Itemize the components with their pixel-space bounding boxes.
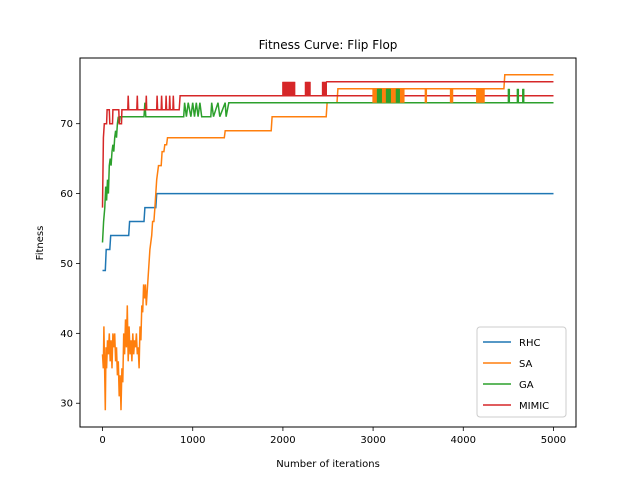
legend-label-ga: GA — [519, 380, 534, 391]
x-tick-label: 5000 — [541, 435, 566, 446]
legend-label-rhc: RHC — [519, 338, 540, 349]
series-line-sa — [101, 74, 554, 411]
y-tick-label: 50 — [60, 259, 73, 270]
x-tick-label: 0 — [99, 435, 105, 446]
axes-frame — [79, 57, 577, 428]
fluctuation-ga-2 — [376, 88, 525, 103]
legend: RHC SA GA MIMIC — [476, 326, 567, 418]
x-tick-label: 1000 — [180, 435, 205, 446]
y-tick-label: 60 — [60, 189, 73, 200]
y-tick-label: 40 — [60, 329, 73, 340]
plot-area — [79, 57, 577, 428]
y-tick-label: 30 — [60, 399, 73, 410]
y-axis: 30 40 50 60 70 — [60, 119, 80, 410]
x-tick-label: 2000 — [270, 435, 295, 446]
series-line-rhc — [102, 192, 554, 272]
legend-label-mimic: MIMIC — [519, 401, 549, 412]
x-tick-label: 4000 — [451, 435, 476, 446]
series-layer — [101, 74, 554, 411]
x-axis-label: Number of iterations — [276, 459, 380, 470]
x-axis: 0 1000 2000 3000 4000 5000 — [99, 427, 566, 446]
series-line-ga — [101, 101, 554, 243]
x-tick-label: 3000 — [360, 435, 385, 446]
y-axis-label: Fitness — [35, 226, 46, 261]
series-line-mimic — [101, 94, 554, 208]
fluctuation-mimic-0 — [282, 81, 554, 96]
chart-title: Fitness Curve: Flip Flop — [259, 38, 398, 52]
legend-box — [476, 326, 567, 418]
legend-label-sa: SA — [519, 359, 533, 370]
y-tick-label: 70 — [60, 119, 73, 130]
